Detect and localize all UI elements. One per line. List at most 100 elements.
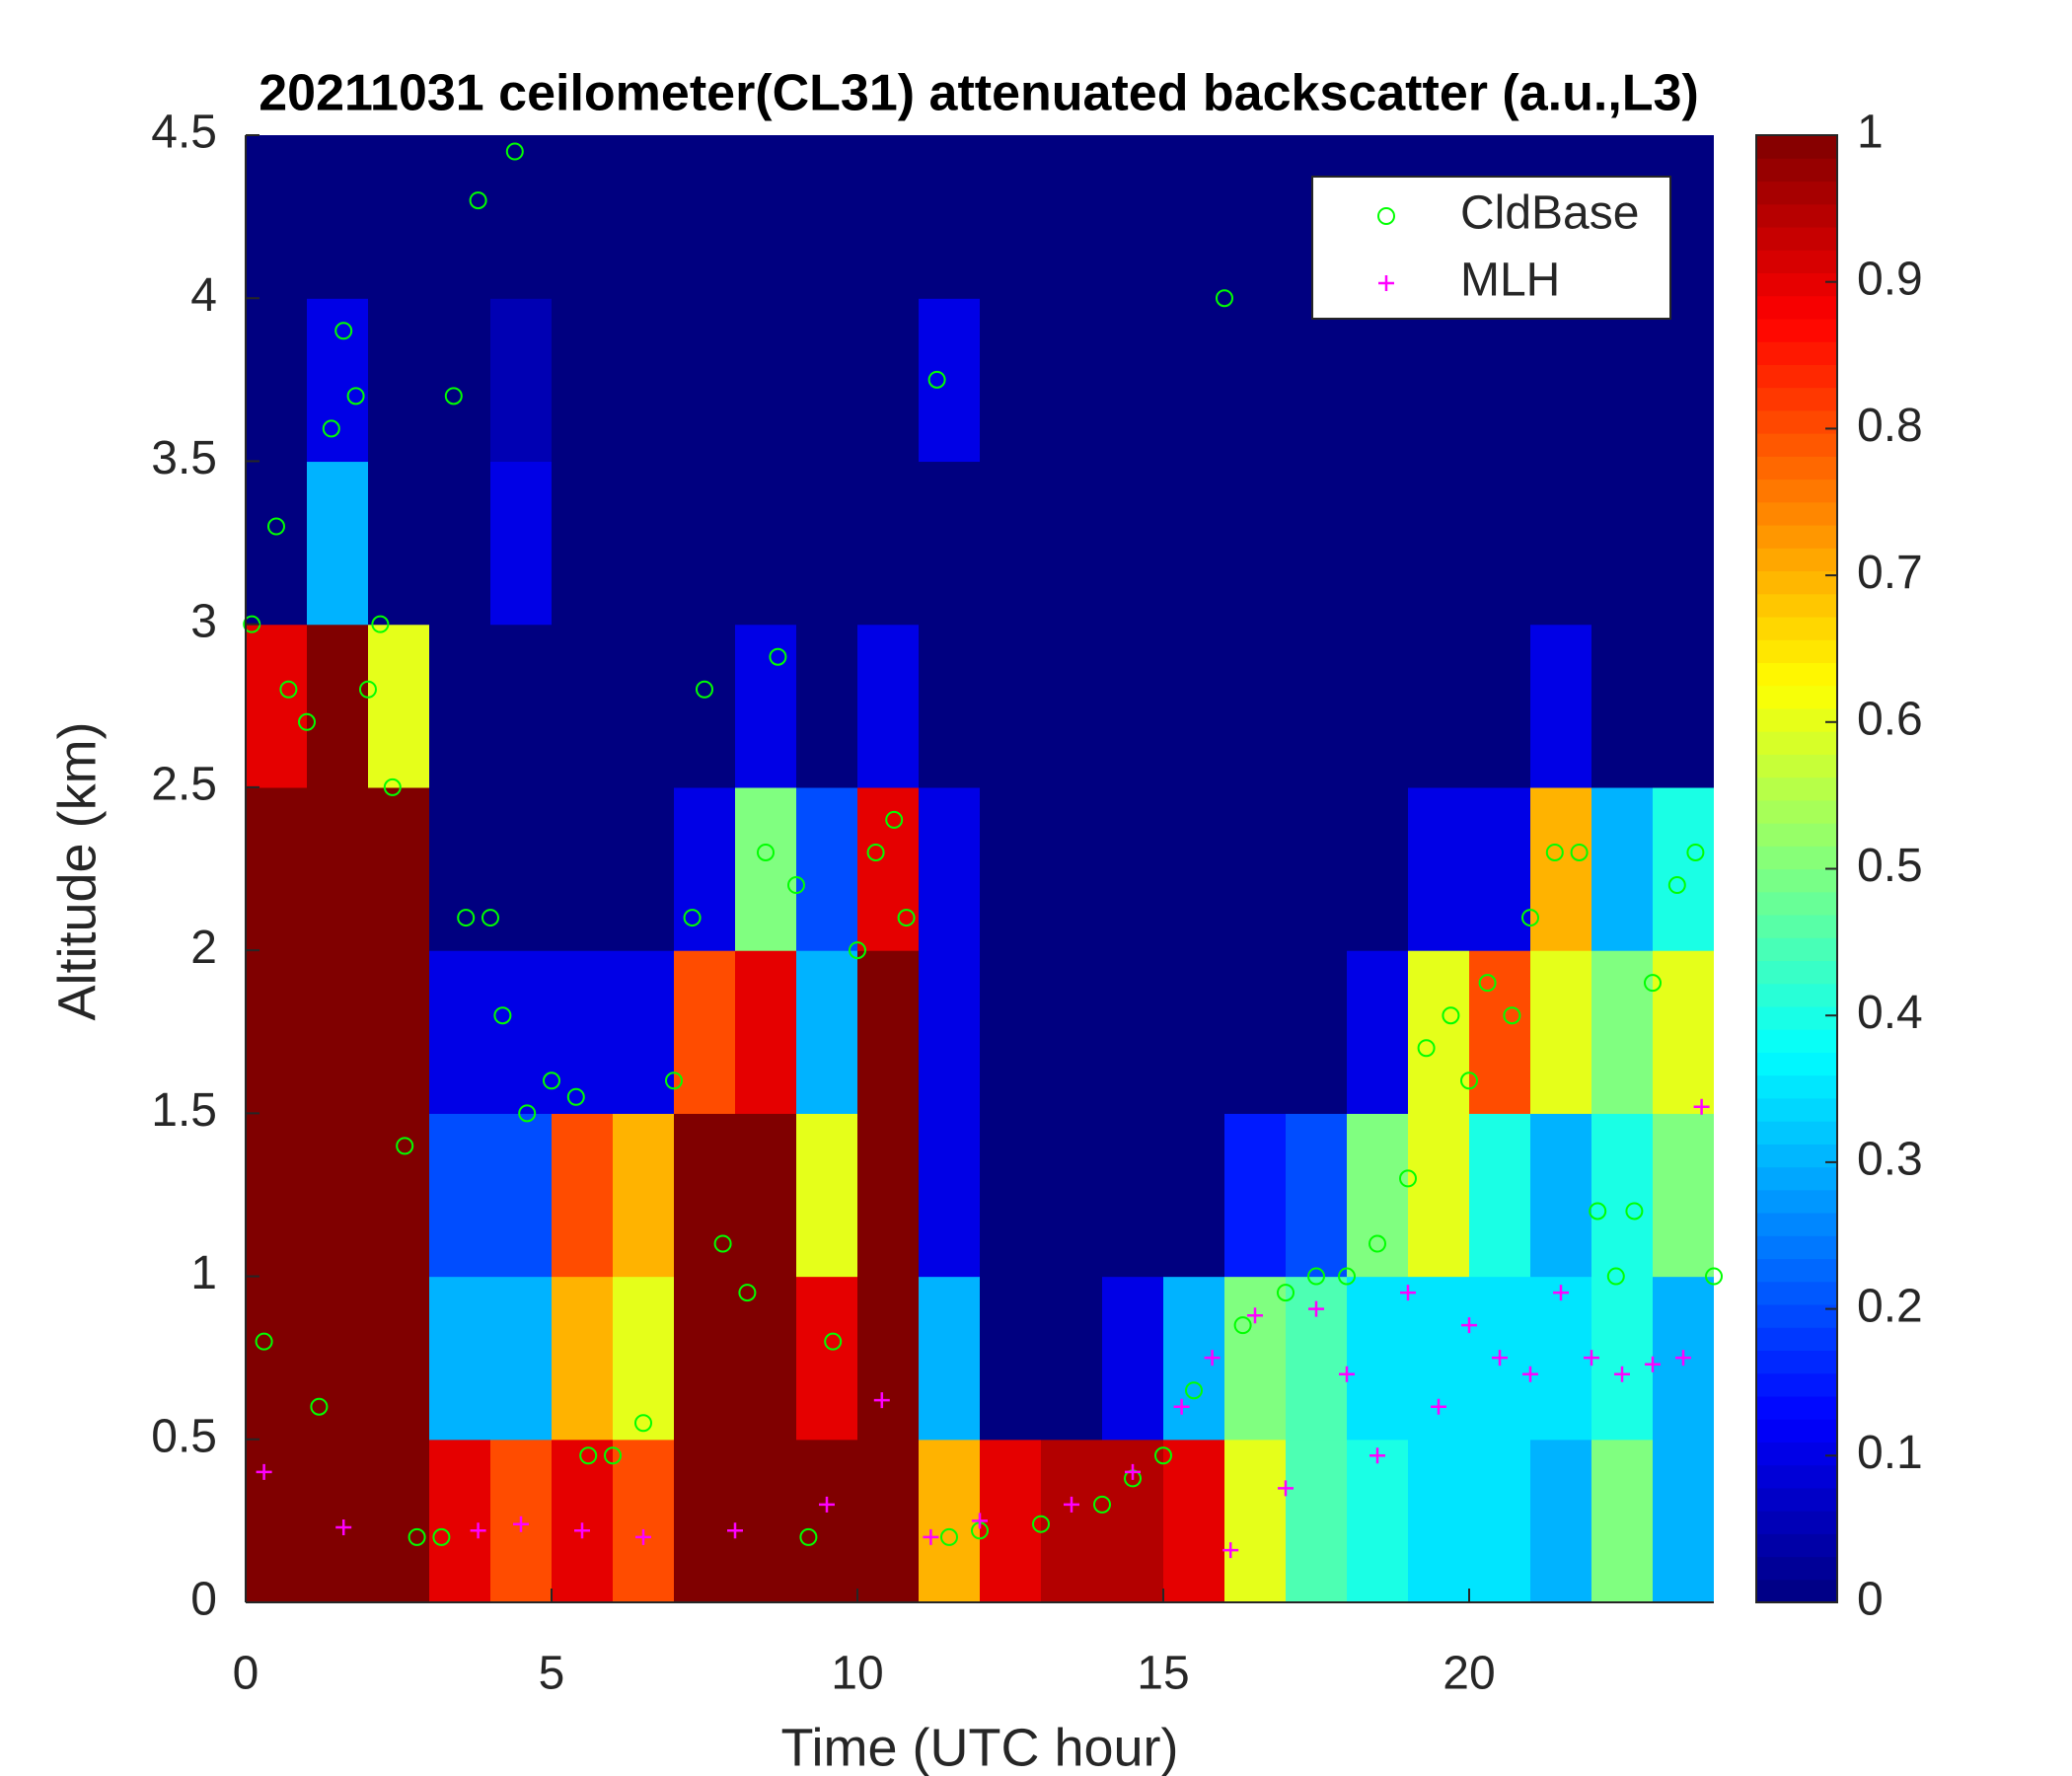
colorbar-segment <box>1756 272 1837 297</box>
heatmap-cell <box>1163 624 1225 788</box>
heatmap-cell <box>368 1113 430 1278</box>
heatmap-cell <box>796 950 858 1114</box>
heatmap-cell <box>490 135 553 299</box>
heatmap-cell <box>1530 461 1592 626</box>
heatmap-cell <box>1469 461 1531 626</box>
heatmap-cell <box>1041 1439 1103 1602</box>
heatmap-cell <box>1041 786 1103 951</box>
heatmap-cell <box>429 786 491 951</box>
colorbar-tick-label: 0.1 <box>1857 1427 1923 1479</box>
heatmap-cell <box>735 786 797 951</box>
x-axis-label: Time (UTC hour) <box>780 1718 1178 1776</box>
heatmap-cell <box>857 950 920 1114</box>
heatmap-cell <box>246 950 308 1114</box>
heatmap-cell <box>1041 135 1103 299</box>
heatmap-cell <box>552 1276 614 1441</box>
colorbar-segment <box>1756 479 1837 503</box>
cloud-base-marker <box>407 1527 426 1546</box>
heatmap-cell <box>552 1113 614 1278</box>
heatmap-cell <box>796 1276 858 1441</box>
y-tick-label: 2 <box>190 922 217 974</box>
cloud-base-marker <box>634 1414 652 1433</box>
heatmap-cell <box>1469 950 1531 1114</box>
mlh-marker <box>727 1522 743 1539</box>
heatmap-cell <box>429 1276 491 1441</box>
heatmap-cell <box>857 135 920 299</box>
heatmap-cell <box>919 1113 981 1278</box>
heatmap-cell <box>1286 624 1348 788</box>
heatmap-cell <box>490 1276 553 1441</box>
heatmap-cell <box>1224 1113 1287 1278</box>
heatmap-cell <box>919 624 981 788</box>
heatmap-cell <box>368 298 430 463</box>
cloud-base-marker <box>1521 909 1539 927</box>
heatmap-cell <box>1163 1439 1225 1602</box>
cloud-base-marker <box>543 1072 560 1090</box>
heatmap-cell <box>1102 624 1164 788</box>
heatmap-cell <box>980 1276 1042 1441</box>
y-tick-label: 4.5 <box>151 107 217 159</box>
heatmap-cell <box>674 298 736 463</box>
heatmap-cell <box>735 624 797 788</box>
heatmap-cell <box>1591 1439 1654 1602</box>
heatmap-cell <box>857 1276 920 1441</box>
heatmap-cell <box>552 950 614 1114</box>
heatmap-cell <box>1469 786 1531 951</box>
cloud-base-marker <box>1625 1202 1644 1221</box>
heatmap-cell <box>796 461 858 626</box>
x-tick-label: 10 <box>831 1648 883 1700</box>
heatmap-cell <box>552 298 614 463</box>
colorbar-segment <box>1756 937 1837 962</box>
cloud-base-marker <box>1460 1072 1478 1090</box>
heatmap-cell <box>368 461 430 626</box>
cloud-base-marker <box>1399 1169 1417 1188</box>
heatmap-cell <box>368 1276 430 1441</box>
heatmap-cell <box>919 135 981 299</box>
heatmap-cell <box>429 1439 491 1602</box>
cloud-base-marker <box>927 370 946 389</box>
heatmap-cell <box>1530 1113 1592 1278</box>
heatmap-cell <box>368 1439 430 1602</box>
mlh-marker <box>972 1513 988 1529</box>
heatmap-cell <box>1224 950 1287 1114</box>
x-tick-label: 0 <box>233 1648 259 1700</box>
heatmap-cell <box>1102 1276 1164 1441</box>
mlh-marker <box>873 1392 890 1409</box>
cloud-base-marker <box>787 876 805 895</box>
heatmap-cell <box>1408 1439 1470 1602</box>
heatmap-cell <box>246 135 308 299</box>
heatmap-cell <box>246 1113 308 1278</box>
heatmap-cell <box>1041 624 1103 788</box>
cloud-base-marker <box>1154 1446 1172 1465</box>
mlh-marker <box>1553 1285 1569 1301</box>
mlh-marker <box>1614 1366 1630 1382</box>
heatmap-cell <box>1408 1113 1470 1278</box>
heatmap-cell <box>980 461 1042 626</box>
heatmap-cell <box>1163 950 1225 1114</box>
heatmap-cell <box>1408 1276 1470 1441</box>
cloud-base-marker <box>713 1234 732 1253</box>
cloud-base-marker <box>1667 876 1686 895</box>
heatmap-cell <box>735 461 797 626</box>
heatmap-cell <box>1347 950 1409 1114</box>
heatmap-cell <box>307 786 369 951</box>
colorbar-segment <box>1756 203 1837 228</box>
heatmap-cell <box>1469 1439 1531 1602</box>
cloud-base-marker <box>1705 1267 1723 1286</box>
heatmap-cell <box>919 298 981 463</box>
cloud-base-marker <box>757 843 775 861</box>
colorbar-segment <box>1756 1213 1837 1236</box>
chart-title: 20211031 ceilometer(CL31) attenuated bac… <box>259 65 1699 122</box>
heatmap-cell <box>1286 1113 1348 1278</box>
heatmap-cell <box>429 1113 491 1278</box>
cloud-base-marker <box>383 777 402 796</box>
heatmap-cell <box>1041 950 1103 1114</box>
heatmap-cell <box>1102 786 1164 951</box>
heatmap-cell <box>490 1113 553 1278</box>
cloud-base-marker <box>799 1527 818 1546</box>
heatmap-cell <box>735 135 797 299</box>
colorbar-segment <box>1756 387 1837 411</box>
heatmap-cell <box>246 298 308 463</box>
cloud-base-marker <box>1570 843 1589 861</box>
